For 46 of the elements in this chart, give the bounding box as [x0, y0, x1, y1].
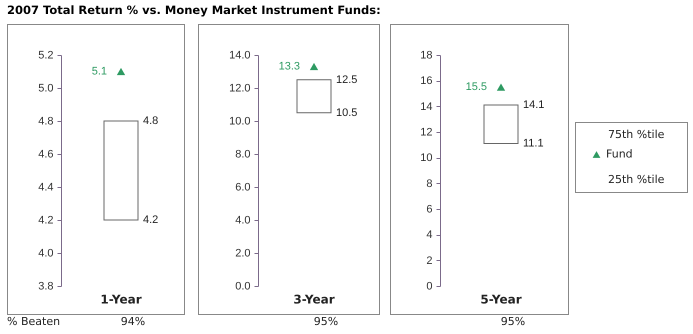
y-tick-label: 0.0	[235, 280, 250, 292]
y-tick-label: 4.0	[235, 214, 250, 226]
y-tick-label: 4.8	[38, 116, 54, 128]
y-tick-label: 10.0	[229, 116, 250, 128]
y-tick-label: 3.8	[38, 280, 54, 292]
y-tick-label: 5.0	[38, 82, 54, 94]
data-label: 5.1	[92, 66, 107, 78]
y-tick-label: 0	[426, 280, 432, 292]
y-tick-label: 6	[426, 204, 432, 216]
text: 94%	[120, 315, 146, 328]
y-tick-label: 2	[426, 254, 432, 267]
text: 25th %tile	[608, 173, 665, 186]
y-tick-label: 2.0	[235, 248, 250, 260]
y-tick-label: 14	[420, 100, 432, 113]
legend-label: Fund	[606, 148, 633, 160]
y-tick-label: 14.0	[229, 50, 250, 62]
text: % Beaten	[7, 315, 60, 328]
text: 75th %tile	[608, 128, 665, 141]
y-tick-label: 4.4	[38, 182, 54, 194]
x-tick-label: 1-Year	[100, 292, 142, 306]
annotation: 10.5	[336, 106, 358, 119]
y-tick-label: 5.2	[38, 50, 54, 62]
y-tick-label: 4.6	[38, 148, 54, 160]
text: 95%	[500, 315, 526, 328]
y-tick-label: 12.0	[229, 82, 250, 94]
y-tick-label: 12	[420, 126, 432, 138]
y-tick-label: 6.0	[235, 182, 250, 194]
y-tick-label: 10	[420, 152, 432, 164]
y-tick-label: 8	[426, 178, 432, 190]
annotation: 4.2	[143, 214, 158, 226]
annotation: 14.1	[523, 99, 544, 112]
x-tick-label: 3-Year	[293, 292, 335, 306]
data-label: 13.3	[278, 60, 300, 73]
y-tick-label: 16	[420, 75, 432, 88]
x-tick-label: 5-Year	[480, 292, 522, 306]
data-label: 15.5	[466, 81, 487, 94]
text: 95%	[314, 315, 338, 328]
y-tick-label: 4.2	[38, 214, 54, 226]
y-tick-label: 4	[426, 229, 432, 242]
y-tick-label: 18	[420, 50, 432, 62]
text: 2007 Total Return % vs. Money Market Instrument Funds:	[7, 3, 381, 17]
annotation: 12.5	[336, 74, 358, 86]
y-tick-label: 8.0	[235, 148, 250, 160]
y-tick-label: 4.0	[38, 248, 54, 260]
annotation: 11.1	[523, 138, 544, 150]
annotation: 4.8	[143, 115, 158, 127]
